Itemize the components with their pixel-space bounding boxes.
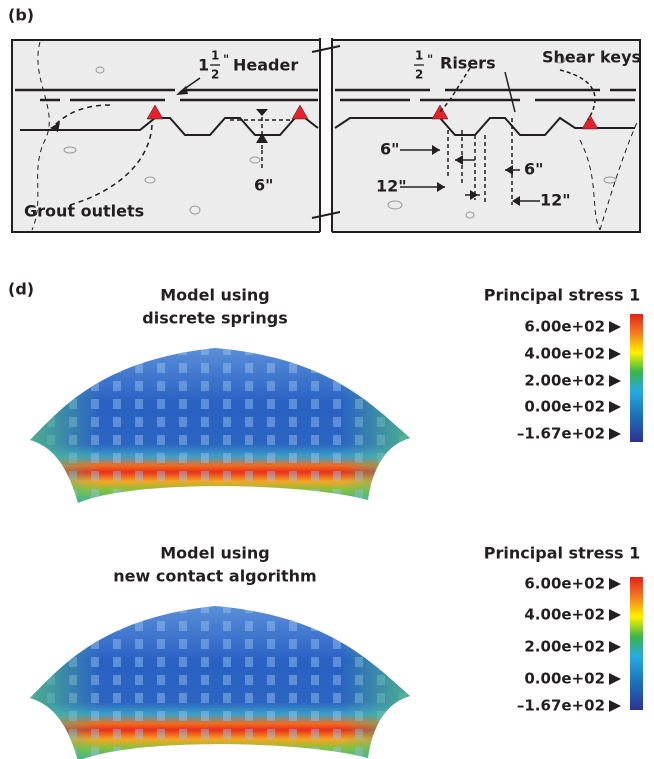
colorbar-pointer bbox=[609, 321, 621, 333]
colorbar-label: 0.00e+02 bbox=[524, 670, 605, 688]
colorbar-label: –1.67e+02 bbox=[517, 697, 605, 715]
dimension-label: 6" bbox=[380, 140, 399, 159]
stress-shell bbox=[30, 606, 410, 759]
unit: " bbox=[427, 53, 433, 67]
model-title: Model using bbox=[160, 286, 270, 305]
fraction-numerator: 1 bbox=[211, 49, 219, 63]
unit: " bbox=[223, 53, 229, 67]
models: Model using discrete springs Principal str… bbox=[30, 286, 643, 759]
break-gap bbox=[320, 38, 332, 234]
model-title: discrete springs bbox=[142, 309, 287, 328]
dimension-label: 6" bbox=[254, 176, 273, 195]
colorbar-label: 2.00e+02 bbox=[524, 372, 605, 390]
colorbar-pointer bbox=[609, 609, 621, 621]
risers-label: Risers bbox=[440, 54, 496, 73]
colorbar-label: 0.00e+02 bbox=[524, 398, 605, 416]
colorbar-label: 6.00e+02 bbox=[524, 318, 605, 336]
fraction-whole: 1 bbox=[198, 56, 209, 75]
colorbar-label: 4.00e+02 bbox=[524, 606, 605, 624]
colorbar-label: 2.00e+02 bbox=[524, 638, 605, 656]
panel-label: (d) bbox=[8, 280, 34, 299]
colorbar-pointer bbox=[609, 348, 621, 360]
model-title: Model using bbox=[160, 544, 270, 563]
colorbar-pointer bbox=[609, 641, 621, 653]
model-panel: Model using discrete springs Principal str… bbox=[30, 286, 643, 504]
header-label: Header bbox=[233, 56, 298, 75]
colorbar-title: Principal stress 1 bbox=[484, 286, 640, 305]
body: {"panel_b": {"label": "(b)", "header": {… bbox=[0, 0, 654, 759]
grout-outlets-label: Grout outlets bbox=[24, 202, 144, 221]
dimension-label: 12" bbox=[540, 191, 571, 210]
model-title: new contact algorithm bbox=[113, 567, 316, 586]
fraction-numerator: 1 bbox=[415, 49, 423, 63]
page: body { margin: 0; width: 654px; height: … bbox=[0, 0, 654, 759]
model-panel: Model using new contact algorithm Principa… bbox=[30, 544, 643, 759]
figure: (b) 1 1 2 " Header 1 2 " Risers Shear ke… bbox=[0, 0, 654, 759]
colorbar-pointer bbox=[609, 673, 621, 685]
dimension-label: 6" bbox=[524, 160, 543, 179]
panel-label: (b) bbox=[8, 6, 34, 25]
colorbar bbox=[630, 314, 643, 442]
colorbar-pointer bbox=[609, 401, 621, 413]
colorbar-label: –1.67e+02 bbox=[517, 425, 605, 443]
colorbar-label: 4.00e+02 bbox=[524, 345, 605, 363]
colorbar-pointer bbox=[609, 578, 621, 590]
fraction-denominator: 2 bbox=[415, 68, 423, 82]
colorbar bbox=[630, 577, 643, 710]
colorbar-title: Principal stress 1 bbox=[484, 544, 640, 563]
colorbar-label: 6.00e+02 bbox=[524, 575, 605, 593]
stress-shell bbox=[30, 348, 410, 503]
shear-keys-label: Shear keys bbox=[542, 48, 641, 67]
colorbar-pointer bbox=[609, 700, 621, 712]
colorbar-pointer bbox=[609, 428, 621, 440]
dimension-label: 12" bbox=[376, 177, 407, 196]
fraction-denominator: 2 bbox=[211, 68, 219, 82]
colorbar-pointer bbox=[609, 375, 621, 387]
